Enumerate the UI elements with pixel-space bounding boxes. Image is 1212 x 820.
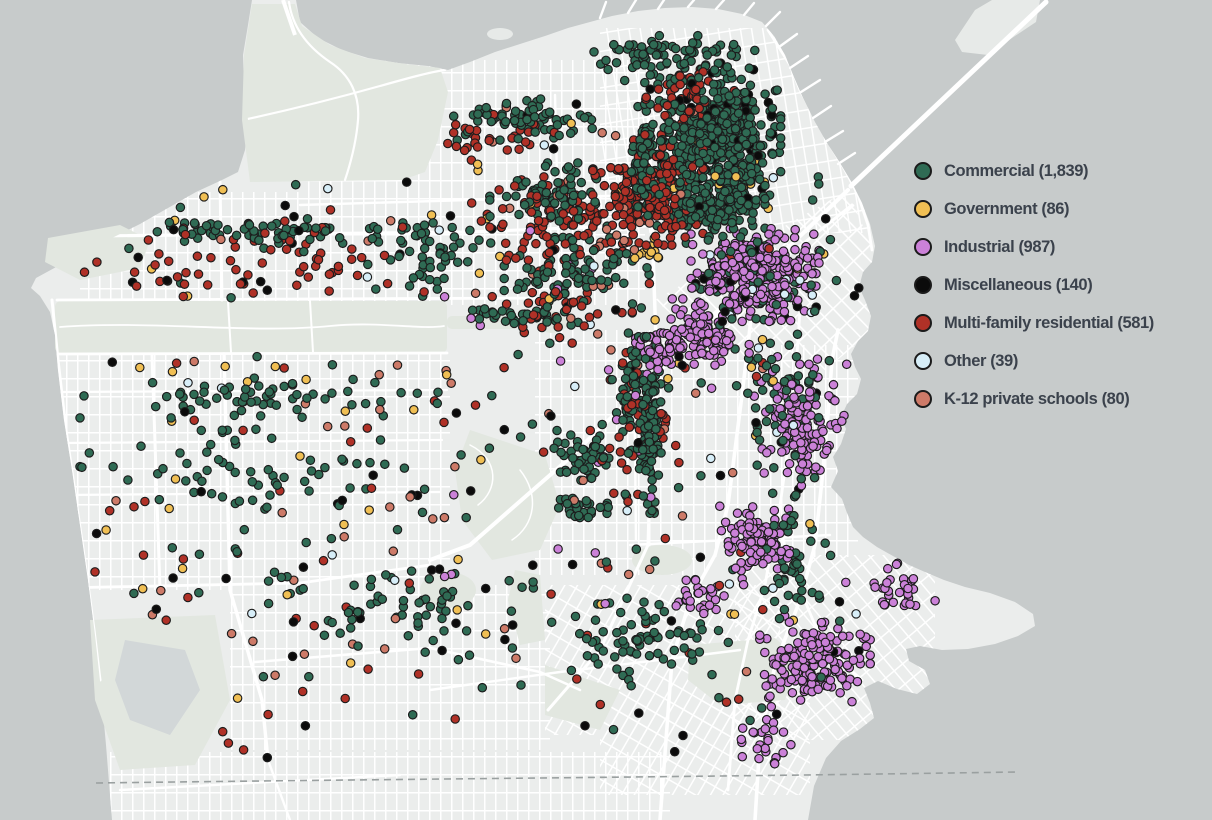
road-bayshore — [726, 543, 774, 792]
crocker-amazon-park — [545, 665, 620, 730]
lincoln-park — [45, 225, 150, 280]
other-swatch-icon — [914, 352, 932, 370]
road-fulton — [55, 296, 562, 302]
legend-label: Commercial (1,839) — [944, 161, 1089, 180]
building-dots-layer — [75, 30, 940, 769]
golden-gate-park — [55, 301, 447, 353]
road-taraval — [60, 490, 442, 497]
road-twin-peaks-1 — [469, 444, 494, 506]
alcatraz-island — [487, 28, 513, 40]
multi-family-swatch-icon — [914, 314, 932, 332]
lake-merced-water — [115, 640, 200, 735]
legend-label: Miscellaneous (140) — [944, 275, 1093, 294]
commercial-swatch-icon — [914, 162, 932, 180]
industrial-swatch-icon — [914, 238, 932, 256]
yerba-buena-island — [955, 0, 1040, 55]
presidio-park — [242, 4, 448, 182]
road-geneva — [428, 648, 742, 692]
road-presidio-1 — [287, 0, 360, 182]
miscellaneous-swatch-icon — [914, 276, 932, 294]
legend-item-commercial: Commercial (1,839) — [914, 152, 1154, 190]
k12-swatch-icon — [914, 390, 932, 408]
piers — [598, 0, 857, 166]
road-daly-city — [118, 773, 402, 792]
legend-item-other: Other (39) — [914, 342, 1154, 380]
road-ocean-ave — [253, 646, 582, 692]
road-junipero-serra — [266, 758, 292, 820]
legend-item-multi-family: Multi-family residential (581) — [914, 304, 1154, 342]
legend-item-k12: K-12 private schools (80) — [914, 380, 1154, 418]
road-twin-peaks-2 — [511, 469, 534, 541]
bay-bridge — [848, 0, 1049, 189]
legend-label: Government (86) — [944, 199, 1070, 218]
legend-label: K-12 private schools (80) — [944, 389, 1130, 408]
road-ggp-drive — [59, 323, 445, 330]
legend-item-industrial: Industrial (987) — [914, 228, 1154, 266]
government-swatch-icon — [914, 200, 932, 218]
road-ggp-crossover-2 — [309, 300, 314, 353]
legend-label: Multi-family residential (581) — [944, 313, 1154, 332]
road-280-freeway — [753, 328, 840, 820]
legend-item-miscellaneous: Miscellaneous (140) — [914, 266, 1154, 304]
road-lincoln-way — [56, 351, 449, 356]
legend-label: Industrial (987) — [944, 237, 1055, 256]
legend: Commercial (1,839) Government (86) Indus… — [914, 152, 1154, 418]
golden-gate-bridge-approach — [281, 0, 297, 36]
legend-item-government: Government (86) — [914, 190, 1154, 228]
county-boundary-dashed-line — [95, 771, 1017, 784]
road-presidio-2 — [241, 68, 447, 122]
legend-label: Other (39) — [944, 351, 1018, 370]
road-19th-ave — [222, 352, 270, 762]
